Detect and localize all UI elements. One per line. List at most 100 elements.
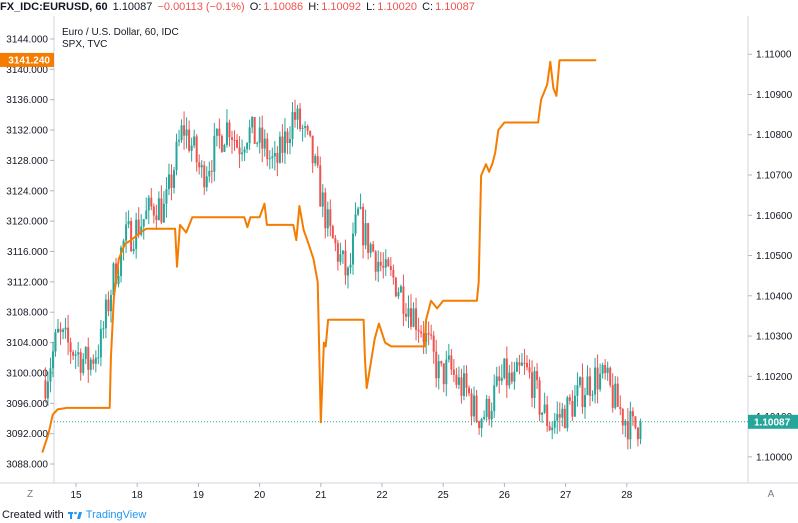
candle (228, 119, 231, 147)
left-scale-z-button[interactable]: Z (27, 489, 33, 500)
candle (256, 141, 259, 148)
candle-body (135, 219, 138, 249)
candle-body (319, 165, 322, 207)
candle (203, 161, 206, 195)
candle-body (450, 355, 453, 370)
candle-body (576, 385, 579, 396)
candle-body (571, 400, 574, 417)
candle-body (480, 418, 483, 429)
candle (606, 361, 609, 381)
left-tick-label: 3088.000 (6, 460, 48, 471)
plot-area[interactable] (41, 59, 748, 453)
candle (59, 322, 62, 345)
candle (253, 116, 256, 144)
footer-brand[interactable]: TradingView (85, 509, 147, 521)
candle (339, 242, 342, 266)
candle-body (475, 395, 478, 422)
candle-body (99, 328, 102, 358)
candle-body (533, 371, 536, 398)
chart-canvas[interactable]: 3088.000 3092.000 3096.000 3100.000 3104.000… (0, 0, 798, 505)
candle (591, 390, 594, 402)
candle-body (132, 248, 135, 252)
candle-body (457, 377, 460, 385)
candle (611, 373, 614, 413)
candle-body (334, 238, 337, 244)
candle-body (611, 385, 614, 408)
candle-body (498, 376, 501, 381)
candle (359, 193, 362, 210)
candle-body (399, 286, 402, 293)
candle-body (568, 397, 571, 401)
candle-body (374, 251, 377, 272)
candle-body (140, 226, 143, 235)
candle (546, 395, 549, 433)
candle-body (46, 381, 49, 399)
candle-body (203, 165, 206, 188)
candle (54, 328, 57, 357)
candle-body (629, 411, 632, 440)
left-tick-label: 3120.000 (6, 217, 48, 228)
candle-body (573, 395, 576, 417)
candle-body (344, 250, 347, 276)
candle-body (170, 174, 173, 188)
candle-body (165, 189, 168, 204)
candle-body (435, 351, 438, 379)
candle (430, 324, 433, 340)
candle-body (286, 131, 289, 144)
right-scale-a-button[interactable]: A (768, 489, 775, 500)
candle (495, 366, 498, 388)
time-tick-label: 18 (132, 490, 144, 501)
candle (69, 337, 72, 364)
right-price-axis[interactable]: 1.100001.101001.102001.103001.104001.105… (747, 16, 798, 483)
candle-body (228, 122, 231, 138)
candle-body (266, 138, 269, 160)
candle (583, 387, 586, 419)
candle-body (639, 421, 642, 440)
candle-body (377, 261, 380, 272)
candle-body (616, 383, 619, 407)
candle (82, 353, 85, 376)
candle-body (349, 264, 352, 268)
candle (102, 321, 105, 339)
candle (213, 122, 216, 182)
candle (462, 365, 465, 401)
candle-body (248, 127, 251, 144)
candle (369, 242, 372, 258)
candle (500, 364, 503, 385)
candle-body (528, 367, 531, 373)
candle (515, 357, 518, 373)
candle-body (556, 414, 559, 421)
candle-body (233, 139, 236, 141)
candle-body (488, 398, 491, 420)
candle (261, 115, 264, 163)
candle (440, 360, 443, 367)
candle (296, 104, 299, 130)
candle-body (452, 369, 455, 375)
candle (210, 159, 213, 184)
candle-body (415, 308, 418, 330)
candle (183, 111, 186, 150)
candle (346, 266, 349, 289)
right-tick-label: 1.10500 (756, 251, 793, 262)
candle-body (236, 139, 239, 148)
candle-body (200, 165, 203, 168)
right-tick-label: 1.10300 (756, 332, 793, 343)
candle (263, 129, 266, 157)
candle (551, 421, 554, 440)
left-price-axis[interactable]: 3088.000 3092.000 3096.000 3100.000 3104.000… (0, 16, 55, 483)
candle (505, 346, 508, 399)
candle-body (432, 335, 435, 352)
candle-body (561, 408, 564, 418)
tradingview-logo-icon (67, 511, 82, 519)
candle-body (183, 125, 186, 136)
candle (468, 385, 471, 397)
time-axis[interactable]: 15 18 19 20 21 22 25 26 27 28 (0, 482, 798, 501)
candle (167, 163, 170, 196)
right-tick-label: 1.10800 (756, 130, 793, 141)
candle (87, 337, 90, 383)
candle (344, 239, 347, 285)
candle (104, 293, 107, 339)
candle-body (510, 372, 513, 382)
candle-body (591, 394, 594, 396)
candle (493, 374, 496, 418)
